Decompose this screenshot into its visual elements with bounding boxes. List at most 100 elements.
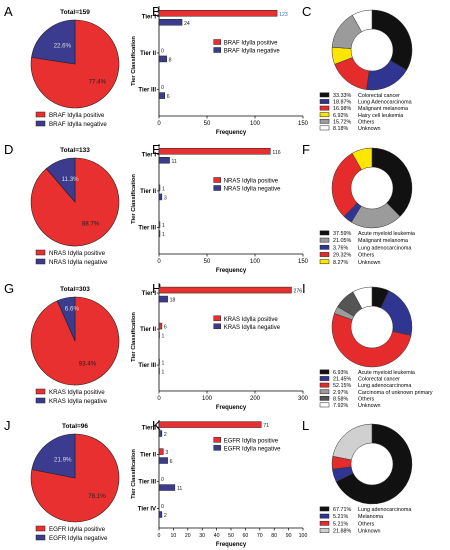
panel-letter: H: [152, 281, 161, 296]
bar-value-label: 3: [164, 195, 167, 201]
legend-swatch: [213, 177, 221, 183]
pie-slice-label: 21.9%: [54, 456, 72, 463]
bar-value-label: 24: [184, 21, 190, 27]
x-tick-label: 100: [250, 259, 261, 265]
bar-value-label: 1: [161, 370, 164, 376]
legend-label: EGFR Idylla negative: [224, 446, 281, 452]
bar-value-label: 8: [169, 57, 172, 63]
legend-pct: 2.97%: [333, 390, 348, 396]
legend-label: KRAS Idylla negative: [224, 325, 281, 331]
pie-slice-label: 93.4%: [79, 361, 97, 368]
x-tick-label: 200: [250, 396, 261, 402]
legend-label: EGFR Idylla negative: [49, 535, 108, 542]
panel-l: L 67.71% Lung adenocarcinoma 5.21% Melanoma 5…: [302, 418, 413, 535]
pie-slice-label: 88.7%: [82, 221, 100, 228]
legend-pct: 16.98%: [333, 106, 351, 112]
x-tick-label: 100: [202, 396, 213, 402]
bar-value-label: 123: [279, 12, 288, 18]
legend-pct: 6.93%: [333, 370, 348, 376]
panel-letter: F: [302, 142, 310, 157]
y-tick-label: Tier III: [138, 480, 156, 486]
donut-slice: [352, 286, 373, 309]
legend-swatch: [213, 437, 221, 443]
legend-label: Lung adenocarcinoma: [358, 507, 411, 513]
x-tick-label: 0: [158, 533, 161, 539]
panel-letter: E: [152, 142, 161, 157]
bar: [158, 286, 292, 294]
panel-j: J Total=96 78.1% 21.9% EGFR Idylla positive E…: [4, 418, 120, 542]
pie-slice: [30, 19, 120, 109]
pie-slice: [31, 19, 76, 65]
pie-slice: [56, 296, 76, 342]
legend-pct: 29.32%: [333, 253, 351, 259]
bar-value-label: 1: [161, 334, 164, 340]
x-axis-title: Frequency: [216, 268, 247, 274]
bar: [158, 457, 168, 464]
legend-swatch: [319, 252, 330, 257]
x-tick-label: 10: [171, 533, 177, 539]
legend-swatch: [35, 249, 46, 256]
legend-label: EGFR Idylla positive: [49, 526, 106, 533]
legend-swatch: [35, 397, 46, 404]
x-tick-label: 150: [298, 259, 309, 265]
pie-slice: [45, 157, 76, 203]
bar-value-label: 6: [167, 94, 170, 100]
pie-slice-label: 77.4%: [89, 79, 107, 86]
pie-slice: [31, 433, 76, 479]
bar-value-label: 276: [293, 289, 302, 295]
donut-slice: [331, 313, 412, 368]
bar-value-label: 11: [172, 159, 177, 165]
x-tick-label: 60: [243, 533, 249, 539]
legend-swatch: [319, 520, 330, 526]
x-tick-label: 40: [214, 533, 220, 539]
legend-label: Others: [358, 521, 374, 527]
legend-label: NRAS Idylla negative: [49, 259, 108, 266]
bar-value-label: 2: [164, 432, 167, 438]
legend-label: BRAF Idylla negative: [224, 49, 281, 55]
legend-pct: 8.58%: [333, 396, 348, 402]
pie-slice-label: 22.6%: [54, 43, 72, 50]
pie-total-title: Total=133: [60, 147, 90, 154]
bar-value-label: 1: [162, 232, 165, 238]
bar: [158, 230, 161, 237]
bar: [158, 511, 163, 518]
bar-value-label: 1: [162, 223, 165, 229]
panel-letter: J: [4, 418, 11, 433]
legend-pct: 33.33%: [333, 93, 351, 99]
y-tick-label: Tier I: [142, 14, 157, 20]
legend-pct: 21.45%: [333, 377, 351, 383]
legend-swatch: [213, 323, 221, 330]
legend-pct: 6.92%: [333, 113, 348, 119]
legend-swatch: [319, 105, 330, 111]
legend-swatch: [319, 395, 330, 401]
donut-slice: [380, 290, 413, 336]
legend-swatch: [319, 112, 330, 118]
legend-label: KRAS Idylla negative: [49, 398, 108, 405]
legend-label: NRAS Idylla negative: [224, 187, 281, 193]
legend-pct: 5.21%: [333, 514, 348, 520]
legend-label: Unknown: [358, 260, 380, 266]
donut-slice: [351, 9, 373, 33]
legend-label: BRAF Idylla negative: [49, 121, 107, 128]
legend-swatch: [319, 244, 330, 250]
panel-a: A Total=159 77.4% 22.6% BRAF Idylla positive…: [4, 4, 120, 128]
legend-swatch: [319, 369, 330, 375]
legend-swatch: [319, 513, 330, 519]
bar-value-label: 116: [272, 150, 280, 156]
y-tick-label: Tier II: [140, 189, 156, 195]
legend-swatch: [35, 525, 46, 532]
panel-letter: L: [302, 418, 309, 433]
x-tick-label: 20: [185, 533, 191, 539]
x-tick-label: 80: [271, 533, 277, 539]
legend-swatch: [319, 99, 330, 104]
bar: [158, 55, 167, 63]
legend-swatch: [319, 506, 330, 512]
panel-g: G Total=303 93.4% 6.6% KRAS Idylla positive K…: [4, 281, 120, 405]
bar-value-label: 3: [165, 450, 168, 456]
panel-i: I 6.93% Acute myeloid leukemia 21.45% Colore…: [302, 281, 433, 409]
legend-label: KRAS Idylla positive: [49, 389, 105, 396]
legend-pct: 52.15%: [333, 383, 351, 389]
legend-label: KRAS Idylla positive: [224, 317, 279, 323]
bar-value-label: 2: [164, 513, 167, 519]
legend-pct: 7.92%: [333, 403, 348, 409]
